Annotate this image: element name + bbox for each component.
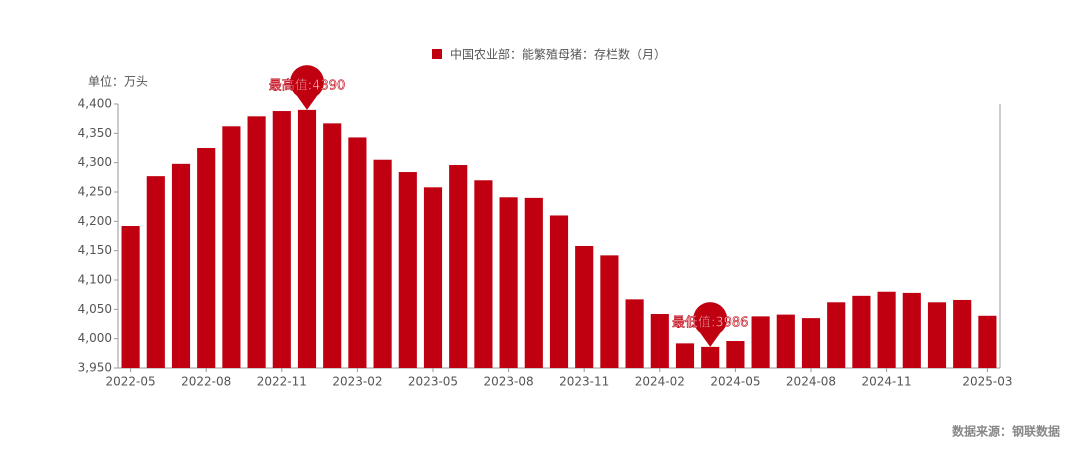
- bar: [902, 292, 921, 368]
- bar: [474, 180, 493, 368]
- bar: [625, 299, 644, 368]
- bar: [499, 197, 518, 368]
- bar: [197, 148, 216, 368]
- bar: [751, 316, 770, 368]
- bar: [121, 226, 140, 368]
- bar: [146, 176, 165, 368]
- y-tick-label: 4,200: [78, 214, 112, 228]
- bar: [398, 172, 417, 368]
- bar: [423, 187, 443, 368]
- x-tick-label: 2024-08: [786, 375, 836, 389]
- x-tick-label: 2024-05: [710, 375, 760, 389]
- x-tick-label: 2025-03: [962, 375, 1012, 389]
- bar: [323, 123, 342, 368]
- bar: [953, 299, 972, 368]
- y-tick-label: 4,150: [78, 243, 112, 257]
- marker-pin: [693, 302, 728, 347]
- y-tick-label: 4,400: [78, 97, 112, 111]
- bar: [726, 341, 745, 368]
- bar: [222, 126, 241, 368]
- y-tick-label: 4,050: [78, 302, 112, 316]
- x-tick-label: 2023-11: [559, 375, 609, 389]
- bar: [600, 255, 619, 368]
- bar: [247, 116, 266, 368]
- x-tick-label: 2022-05: [106, 375, 156, 389]
- x-tick-label: 2023-08: [484, 375, 534, 389]
- x-tick-label: 2024-02: [635, 375, 685, 389]
- bar: [701, 346, 720, 368]
- legend-label: 中国农业部：能繁殖母猪：存栏数（月）: [450, 47, 666, 62]
- bar: [927, 302, 947, 368]
- y-tick-label: 4,350: [78, 126, 112, 140]
- y-tick-label: 3,950: [78, 361, 112, 375]
- bar: [171, 163, 191, 368]
- x-tick-label: 2023-05: [408, 375, 458, 389]
- bar: [524, 197, 543, 368]
- marker-label: 最高值:4390: [269, 77, 345, 93]
- bar: [978, 315, 997, 368]
- bar: [348, 137, 367, 368]
- bar: [272, 111, 291, 368]
- source: 数据来源：钢联数据: [952, 424, 1060, 439]
- bar: [852, 295, 871, 368]
- bar: [776, 314, 795, 368]
- bar: [650, 314, 669, 368]
- x-tick-label: 2022-08: [181, 375, 231, 389]
- bar: [827, 302, 846, 368]
- bar: [449, 165, 468, 368]
- y-tick-label: 4,000: [78, 331, 112, 345]
- legend-swatch: [432, 49, 442, 59]
- marker-pin: [289, 65, 324, 110]
- bar: [675, 343, 695, 368]
- unit-label: 单位：万头: [88, 74, 148, 89]
- bar: [877, 291, 896, 368]
- x-tick-label: 2022-11: [257, 375, 307, 389]
- y-tick-label: 4,250: [78, 185, 112, 199]
- x-tick-label: 2023-02: [332, 375, 382, 389]
- x-tick-label: 2024-11: [862, 375, 912, 389]
- bar: [549, 215, 569, 368]
- bar: [801, 318, 821, 368]
- bar: [575, 245, 594, 368]
- y-tick-label: 4,300: [78, 155, 112, 169]
- marker-label: 最低值:3986: [672, 314, 748, 330]
- y-tick-label: 4,100: [78, 273, 112, 287]
- bar: [373, 159, 392, 368]
- bar: [297, 109, 317, 368]
